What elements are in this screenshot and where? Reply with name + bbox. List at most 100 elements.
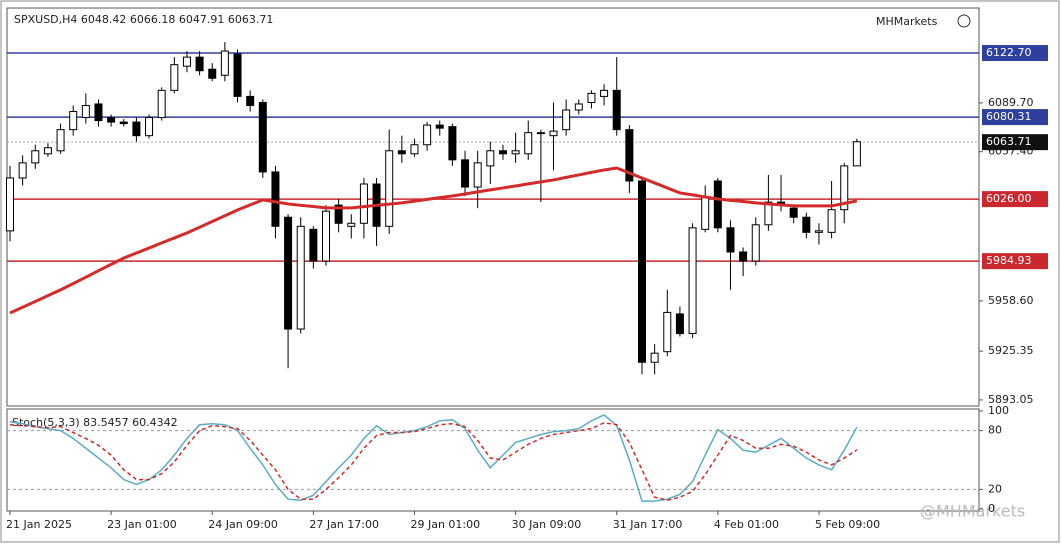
x-tick-label: 30 Jan 09:00 <box>512 518 582 531</box>
candle-body <box>536 132 545 135</box>
candle-body <box>435 124 444 129</box>
candle-body <box>246 95 255 106</box>
x-tick-label: 29 Jan 01:00 <box>410 518 480 531</box>
candle-body <box>271 171 280 227</box>
stoch-plot <box>6 408 980 512</box>
candle-body <box>574 103 583 111</box>
stoch-title: Stoch(5,3,3) 83.5457 60.4342 <box>12 416 178 429</box>
candle-body <box>663 311 672 353</box>
candle-body <box>322 210 330 262</box>
candle-body <box>182 56 191 67</box>
brand: MHMarkets <box>876 15 938 28</box>
candle-body <box>498 150 507 155</box>
candle-body <box>600 89 609 97</box>
candle-body <box>701 197 710 230</box>
x-tick-label: 21 Jan 2025 <box>6 518 72 531</box>
candle-body <box>359 183 368 224</box>
candle-body <box>157 89 166 119</box>
candle-body <box>638 180 646 363</box>
candle-body <box>170 64 179 91</box>
candle-body <box>549 130 558 137</box>
y-tick-label: 5958.60 <box>988 294 1034 307</box>
candle-body <box>587 92 596 103</box>
candle-body <box>486 150 495 167</box>
candle-body <box>31 150 40 164</box>
candle-body <box>814 230 823 233</box>
candle-body <box>524 132 533 155</box>
candle-body <box>94 103 103 122</box>
level-label: 6080.31 <box>986 110 1032 123</box>
candle-body <box>69 111 78 131</box>
candle-body <box>208 68 217 79</box>
level-label: 6122.70 <box>986 46 1032 59</box>
chart-title: SPXUSD,H4 6048.42 6066.18 6047.91 6063.7… <box>14 13 273 26</box>
candle-body <box>296 225 305 330</box>
candle-body <box>107 117 116 123</box>
candle-body <box>43 147 52 155</box>
candle-body <box>6 177 14 232</box>
candle-body <box>56 129 65 152</box>
candle-body <box>195 56 204 72</box>
candle-body <box>852 141 861 167</box>
level-box <box>982 253 1048 270</box>
y-tick-label: 5925.35 <box>988 344 1034 357</box>
candle-body <box>119 121 128 125</box>
y-tick-label: 6089.70 <box>988 96 1034 109</box>
candle-body <box>132 121 141 137</box>
candle-body <box>81 104 90 119</box>
y-tick-label: 5893.05 <box>988 393 1034 406</box>
level-box <box>982 45 1048 62</box>
candle-body <box>258 101 267 173</box>
watermark: @MHMarkets <box>920 502 1025 521</box>
level-label: 6063.71 <box>986 135 1032 148</box>
candle-body <box>473 162 482 188</box>
candle-body <box>751 224 760 262</box>
x-tick-label: 23 Jan 01:00 <box>107 518 177 531</box>
candle-body <box>726 227 735 253</box>
x-tick-label: 31 Jan 17:00 <box>613 518 683 531</box>
candle-body <box>385 150 394 227</box>
candle-body <box>802 216 811 233</box>
candle-body <box>739 251 748 262</box>
candle-body <box>347 222 356 227</box>
candle-body <box>789 207 798 218</box>
x-tick-label: 4 Feb 01:00 <box>714 518 779 531</box>
y-tick-label: 0 <box>988 502 995 515</box>
x-tick-label: 24 Jan 09:00 <box>208 518 278 531</box>
level-box <box>982 134 1048 151</box>
y-tick-label: 80 <box>988 424 1002 437</box>
stoch-line <box>9 414 858 502</box>
candle-body <box>448 126 457 161</box>
candle-body <box>18 162 27 179</box>
candle-body <box>284 216 293 330</box>
candle-body <box>397 150 406 155</box>
x-tick-label: 5 Feb 09:00 <box>815 518 880 531</box>
candle-body <box>688 227 697 335</box>
y-tick-label: 100 <box>988 404 1009 417</box>
candle-body <box>220 50 229 76</box>
candle-body <box>713 180 722 229</box>
candle-body <box>650 352 659 363</box>
candle-body <box>675 313 684 335</box>
candle-body <box>461 159 470 188</box>
level-label: 6026.00 <box>986 192 1032 205</box>
candle-body <box>827 209 836 233</box>
candle-body <box>840 165 849 211</box>
level-box <box>982 109 1048 126</box>
candle-body <box>423 124 432 146</box>
level-label: 5984.93 <box>986 254 1032 267</box>
candle-body <box>334 204 343 224</box>
moving-average <box>9 166 858 315</box>
candle-body <box>233 53 242 97</box>
x-tick-label: 27 Jan 17:00 <box>309 518 379 531</box>
candle-body <box>511 150 520 155</box>
candle-body <box>625 129 634 182</box>
candle-body <box>764 201 773 226</box>
brand-icon <box>957 14 971 28</box>
candle-body <box>145 117 154 137</box>
candle-body <box>562 109 571 131</box>
candle-body <box>410 144 419 155</box>
candle-body <box>309 228 318 262</box>
level-box <box>982 191 1048 208</box>
